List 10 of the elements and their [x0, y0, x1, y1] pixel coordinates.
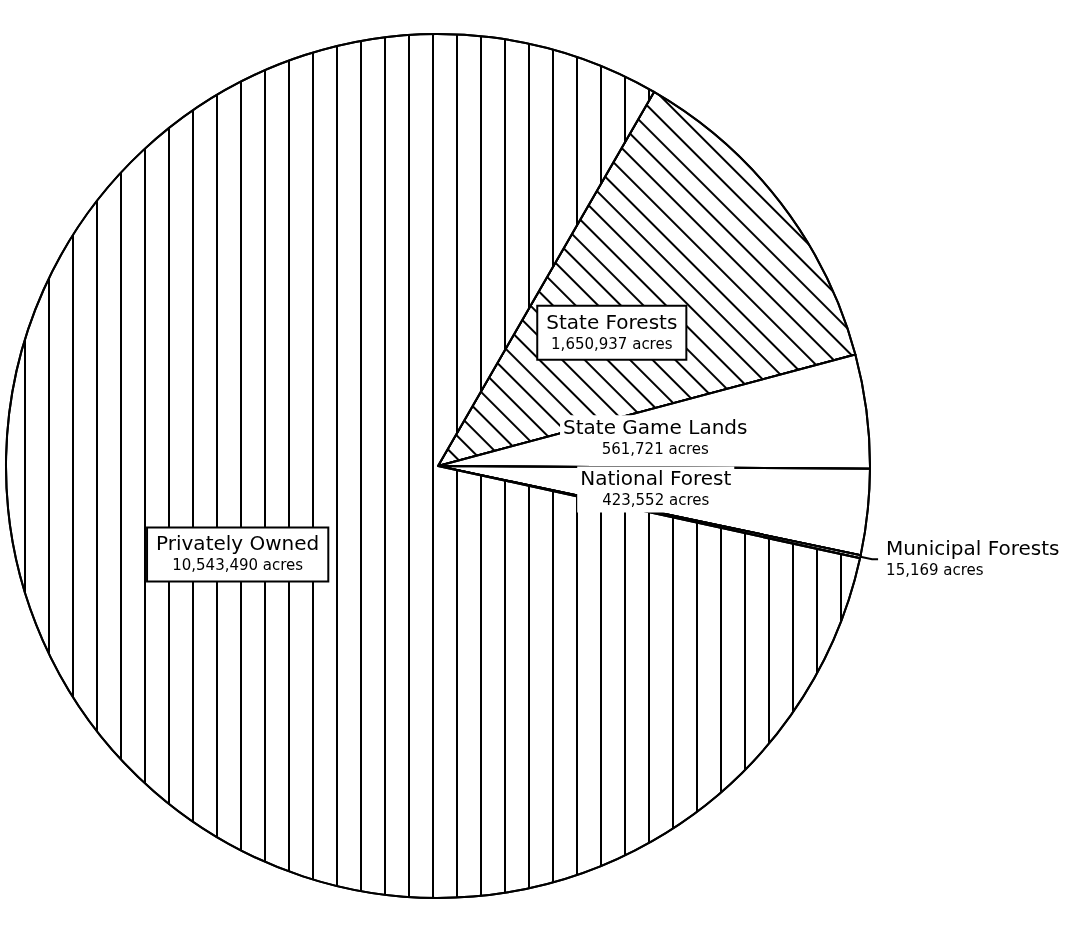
- data-label: 10,543,490 acres: [172, 556, 304, 575]
- data-label: 561,721 acres: [601, 440, 709, 459]
- data-label: 423,552 acres: [602, 491, 710, 510]
- data-label: 15,169 acres: [886, 561, 984, 580]
- slice-label: Privately Owned: [156, 531, 320, 556]
- slice-label: Municipal Forests: [886, 536, 1060, 561]
- slice-label: State Game Lands: [563, 415, 748, 440]
- slice-label: State Forests: [546, 309, 678, 334]
- data-label: 1,650,937 acres: [551, 334, 673, 353]
- slice-label: National Forest: [580, 466, 732, 491]
